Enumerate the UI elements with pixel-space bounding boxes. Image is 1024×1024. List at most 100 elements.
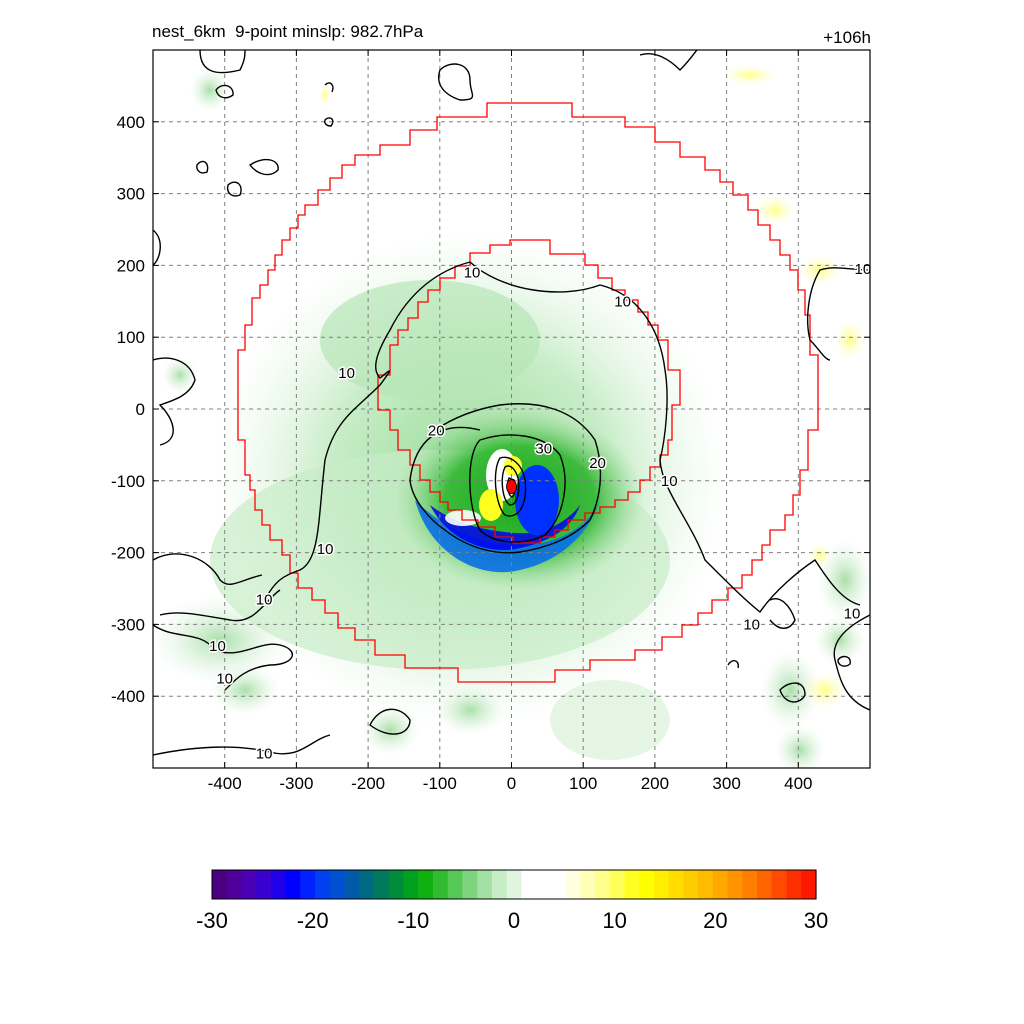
- x-axis: -400 -300 -200 -100 0 100 200 300 400: [208, 50, 812, 793]
- colorbar-swatch: [536, 870, 552, 899]
- contour-label: 10: [844, 606, 861, 623]
- shading-layer: [153, 65, 870, 768]
- colorbar-swatch: [491, 870, 508, 899]
- contour-sw-2: [159, 589, 281, 622]
- colorbar-swatch: [609, 870, 626, 899]
- core-blue-east: [515, 465, 559, 535]
- contour-label: 10: [209, 638, 226, 655]
- contour-nw-3: [226, 181, 242, 197]
- colorbar-swatch: [241, 870, 257, 899]
- colorbar-tick-label: 30: [804, 908, 828, 933]
- colorbar-swatch: [771, 870, 788, 899]
- contour-e-1: [807, 267, 870, 361]
- colorbar-swatch: [698, 870, 714, 899]
- x-tick-label: -300: [279, 774, 313, 793]
- colorbar-swatch: [388, 870, 405, 899]
- patch-se: [760, 650, 820, 730]
- wind-field-north: [320, 280, 540, 400]
- contour-west-edge: [153, 229, 161, 266]
- contour-n-3: [438, 63, 474, 101]
- colorbar-swatch: [256, 870, 272, 899]
- contour-inner-1: [494, 456, 527, 517]
- patch-s: [360, 705, 420, 755]
- yellow-patch-4: [835, 320, 865, 360]
- colorbar-swatch: [786, 870, 802, 899]
- core-blue-arc: [415, 500, 600, 573]
- y-tick-label: -400: [111, 687, 145, 706]
- contour-west-1: [153, 357, 196, 446]
- contour-label: 10: [614, 293, 631, 310]
- patch-nw: [190, 68, 230, 112]
- chart-title: nest_6km 9-point minslp: 982.7hPa: [152, 22, 424, 41]
- patch-sw: [153, 595, 290, 685]
- contour-se-1: [779, 682, 806, 703]
- colorbar-swatch: [226, 870, 243, 899]
- contour-nw-2: [248, 158, 279, 176]
- colorbar-swatch: [580, 870, 596, 899]
- colorbar-swatch: [595, 870, 611, 899]
- contour-label: 10: [256, 746, 273, 763]
- contour-sw-1: [153, 553, 263, 585]
- colorbar-swatch: [801, 870, 817, 899]
- yellow-patch-1: [722, 65, 778, 85]
- colorbar-tick-label: 10: [602, 908, 626, 933]
- colorbar-swatch: [359, 870, 375, 899]
- patch-sw2: [210, 665, 280, 715]
- colorbar-tick-label: 20: [703, 908, 727, 933]
- colorbar-swatch: [447, 870, 464, 899]
- contour-n-1: [199, 50, 246, 74]
- colorbar-tick-label: 0: [508, 908, 520, 933]
- y-tick-label: 100: [117, 328, 145, 347]
- y-tick-label: 400: [117, 113, 145, 132]
- core-white-west: [445, 510, 481, 526]
- colorbar-swatch: [403, 870, 419, 899]
- colorbar-swatch: [639, 870, 655, 899]
- contour-n-5: [324, 82, 334, 93]
- nest-boundaries: [237, 102, 819, 683]
- core-yellow-north: [504, 456, 522, 476]
- x-tick-label: 300: [712, 774, 740, 793]
- contour-label: 10: [464, 265, 481, 282]
- forecast-hour-label: +106h: [823, 28, 871, 47]
- x-tick-label: 200: [641, 774, 669, 793]
- colorbar-swatch: [521, 870, 537, 899]
- contour-n-4: [639, 50, 698, 71]
- contour-se-3: [769, 598, 796, 629]
- contour-n-2: [215, 84, 234, 99]
- colorbar-swatch: [624, 870, 640, 899]
- yellow-patch-5: [803, 672, 847, 708]
- x-tick-label: -100: [423, 774, 457, 793]
- contour-nw-1: [196, 160, 209, 174]
- yellow-patch-6: [808, 543, 832, 567]
- contour-10-north-west: [264, 261, 471, 601]
- contour-lines: [153, 50, 870, 756]
- x-tick-label: 100: [569, 774, 597, 793]
- x-tick-label: -400: [208, 774, 242, 793]
- colorbar-tick-label: -20: [297, 908, 329, 933]
- colorbar-swatch: [285, 870, 301, 899]
- x-tick-label: 0: [507, 774, 516, 793]
- inner-nest-boundary: [377, 239, 681, 544]
- outer-nest-boundary: [237, 102, 819, 683]
- colorbar-swatch: [565, 870, 581, 899]
- patch-s3: [550, 680, 670, 760]
- colorbar-swatch: [270, 870, 287, 899]
- colorbar-swatch: [742, 870, 758, 899]
- contour-n-6: [324, 117, 334, 127]
- colorbar-swatch: [757, 870, 773, 899]
- y-tick-label: -300: [111, 615, 145, 634]
- contour-labels: 10 10 10 20 30 20 10 10 10 10 10 10 10 10 10: [208, 259, 873, 764]
- colorbar-swatch: [432, 870, 449, 899]
- patch-w: [162, 357, 198, 393]
- patch-se2: [775, 725, 825, 768]
- contour-label: 30: [535, 440, 552, 457]
- colorbar: -30 -20 -10 0 10 20 30: [196, 869, 828, 933]
- contour-se-2: [727, 660, 740, 669]
- colorbar-swatch: [550, 870, 567, 899]
- colorbar-swatch: [315, 870, 331, 899]
- colorbar-swatch: [462, 870, 478, 899]
- contour-label: 10: [317, 541, 334, 558]
- colorbar-swatch: [212, 870, 228, 899]
- contour-label: 10: [854, 261, 871, 278]
